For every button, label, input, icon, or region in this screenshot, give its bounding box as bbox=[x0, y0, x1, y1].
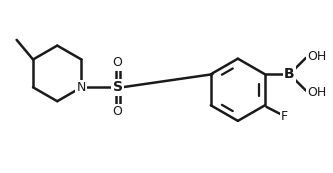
Text: S: S bbox=[113, 80, 123, 94]
Text: N: N bbox=[77, 81, 86, 94]
Text: OH: OH bbox=[308, 50, 327, 63]
Text: B: B bbox=[284, 67, 295, 81]
Text: OH: OH bbox=[308, 86, 327, 99]
Text: O: O bbox=[113, 56, 123, 69]
Text: O: O bbox=[113, 105, 123, 118]
Text: F: F bbox=[281, 110, 288, 123]
